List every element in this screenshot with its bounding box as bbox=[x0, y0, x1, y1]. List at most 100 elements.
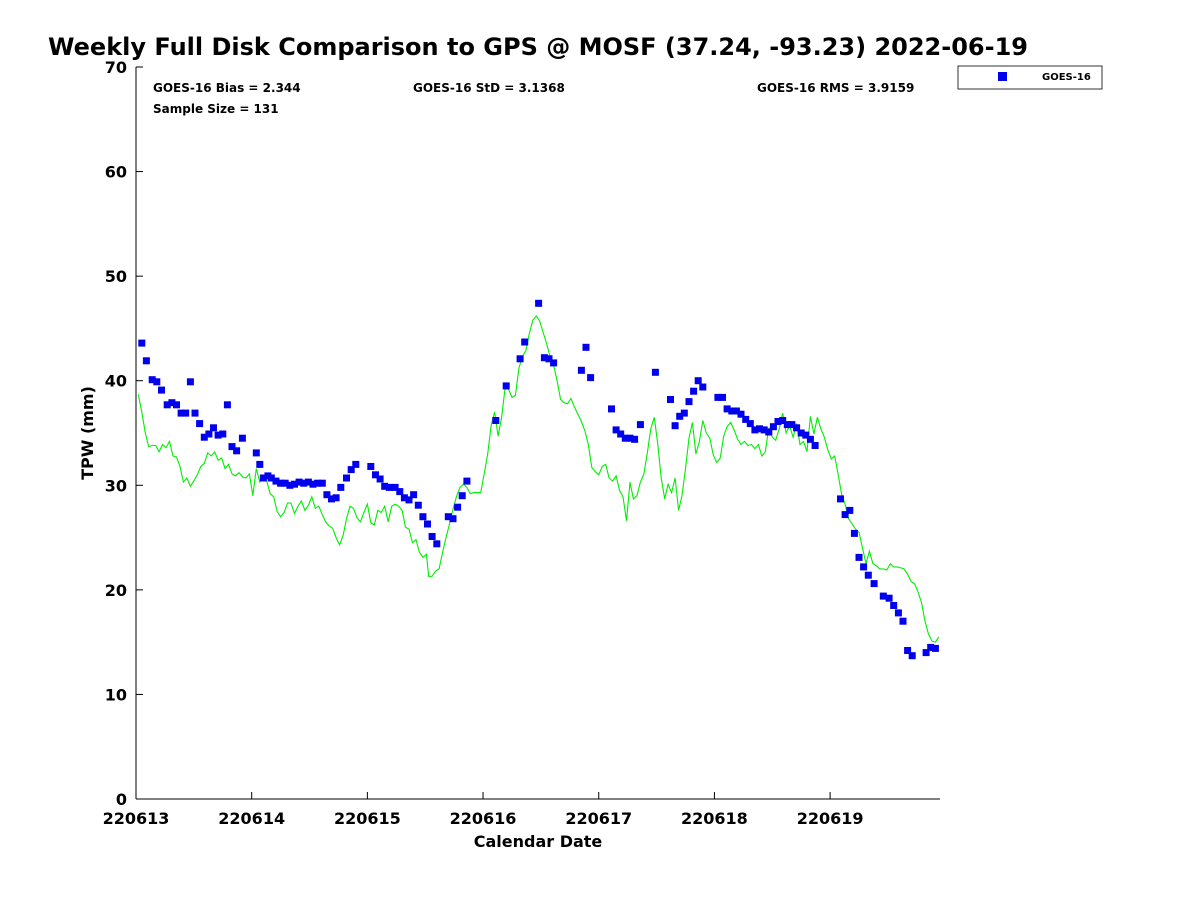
goes16-point bbox=[699, 383, 707, 391]
x-tick-label: 220618 bbox=[681, 809, 748, 828]
goes16-point bbox=[885, 594, 893, 602]
goes16-point bbox=[723, 405, 731, 413]
goes16-point bbox=[286, 481, 294, 489]
goes16-point bbox=[252, 449, 260, 457]
plot-series bbox=[137, 299, 940, 660]
goes16-point bbox=[617, 430, 625, 438]
goes16-point bbox=[864, 571, 872, 579]
goes16-point bbox=[219, 430, 227, 438]
goes16-point bbox=[631, 435, 639, 443]
goes16-point bbox=[927, 643, 935, 651]
goes16-point bbox=[931, 644, 939, 652]
goes16-point bbox=[671, 422, 679, 430]
goes16-point bbox=[182, 409, 190, 417]
y-ticks: 0 10 20 30 40 50 60 70 bbox=[105, 58, 143, 809]
goes16-point bbox=[737, 410, 745, 418]
chart-title: Weekly Full Disk Comparison to GPS @ MOS… bbox=[48, 33, 1028, 61]
goes16-point bbox=[173, 401, 180, 409]
goes16-point bbox=[428, 533, 436, 540]
x-ticks: 220613 220614 220615 220616 220617 220618 2206… bbox=[103, 792, 864, 828]
goes16-point bbox=[492, 417, 500, 424]
y-tick-label: 10 bbox=[105, 685, 127, 704]
goes16-point bbox=[806, 435, 814, 443]
goes16-point bbox=[309, 480, 317, 488]
goes16-point bbox=[516, 355, 524, 363]
goes16-point bbox=[636, 421, 644, 429]
sample-size-annotation: Sample Size = 131 bbox=[153, 102, 279, 116]
goes16-point bbox=[210, 424, 217, 432]
goes16-point bbox=[587, 374, 595, 382]
goes16-point bbox=[742, 415, 750, 423]
goes16-point bbox=[694, 377, 702, 385]
goes16-point bbox=[223, 401, 231, 409]
goes16-point bbox=[328, 495, 335, 503]
goes16-point bbox=[802, 431, 810, 439]
goes16-point bbox=[304, 478, 312, 486]
goes16-point bbox=[385, 483, 393, 491]
goes16-point bbox=[846, 506, 854, 514]
goes16-point bbox=[860, 563, 868, 571]
goes16-point bbox=[458, 492, 466, 500]
goes16-point bbox=[214, 431, 222, 439]
goes16-point bbox=[352, 460, 360, 468]
goes16-point bbox=[728, 407, 736, 415]
goes16-point bbox=[168, 399, 176, 407]
y-tick-label: 60 bbox=[105, 163, 127, 182]
goes16-point bbox=[300, 479, 308, 487]
goes16-point bbox=[899, 617, 907, 625]
goes16-point bbox=[158, 386, 165, 394]
goes16-point bbox=[138, 339, 146, 347]
goes16-point bbox=[685, 398, 693, 406]
goes16-point bbox=[256, 460, 264, 468]
goes16-point bbox=[177, 409, 185, 417]
goes16-point bbox=[751, 426, 759, 434]
goes16-point bbox=[577, 366, 585, 374]
goes16-point bbox=[449, 515, 457, 523]
goes16-point bbox=[267, 474, 275, 482]
goes16-point bbox=[295, 478, 303, 486]
goes16-point bbox=[667, 396, 674, 403]
x-tick-label: 220613 bbox=[103, 809, 170, 828]
x-tick-label: 220619 bbox=[797, 809, 864, 828]
goes16-point bbox=[535, 299, 543, 307]
goes16-point bbox=[540, 354, 548, 362]
goes16-point bbox=[621, 434, 629, 442]
goes16-point bbox=[680, 409, 688, 417]
goes16-point bbox=[186, 378, 194, 386]
x-tick-label: 220615 bbox=[334, 809, 401, 828]
goes16-point bbox=[793, 424, 801, 432]
goes16-point bbox=[163, 401, 171, 409]
goes16-point bbox=[719, 393, 726, 401]
goes16-point bbox=[142, 357, 150, 365]
goes16-point bbox=[332, 494, 340, 502]
goes16-point bbox=[676, 412, 684, 420]
goes16-point bbox=[783, 421, 791, 429]
goes16-point bbox=[879, 592, 887, 600]
goes16-point bbox=[811, 442, 819, 449]
goes16-point bbox=[732, 407, 740, 415]
goes16-point bbox=[238, 434, 246, 442]
goes16-point bbox=[608, 405, 615, 413]
goes16-point bbox=[191, 409, 199, 417]
goes16-point bbox=[894, 609, 902, 617]
goes16-point bbox=[850, 529, 858, 537]
goes16-point bbox=[651, 368, 659, 376]
std-annotation: GOES-16 StD = 3.1368 bbox=[413, 81, 565, 95]
goes16-point bbox=[870, 580, 878, 588]
goes16-point bbox=[454, 503, 462, 511]
goes16-point bbox=[200, 433, 208, 441]
goes16-point bbox=[612, 426, 620, 434]
goes16-point bbox=[381, 482, 389, 490]
goes16-point bbox=[746, 420, 754, 428]
goes16-point bbox=[855, 553, 863, 561]
goes16-point bbox=[690, 387, 698, 395]
goes16-point bbox=[521, 338, 529, 346]
goes16-point bbox=[376, 475, 384, 483]
goes16-point bbox=[904, 647, 912, 654]
y-tick-label: 0 bbox=[116, 790, 127, 809]
goes16-point bbox=[502, 382, 510, 390]
plot-frame bbox=[136, 67, 940, 799]
x-tick-label: 220616 bbox=[450, 809, 517, 828]
goes16-point bbox=[337, 483, 345, 491]
goes16-point bbox=[788, 421, 796, 429]
